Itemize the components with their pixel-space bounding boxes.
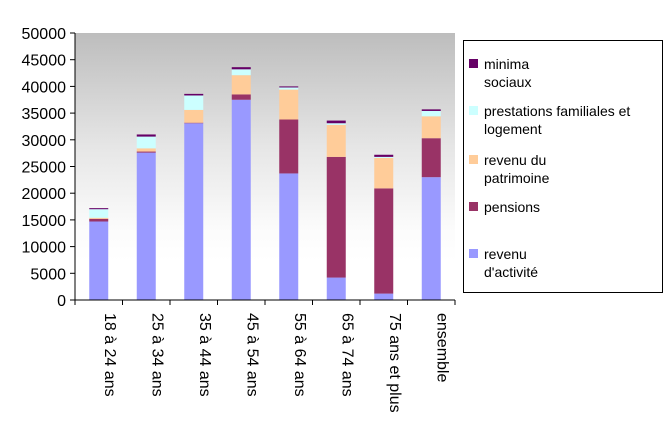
- bar-segment: [279, 87, 299, 90]
- y-tick-label: 0: [57, 293, 66, 310]
- legend-label-line: prestations familiales et: [484, 103, 631, 119]
- bar-segment: [136, 136, 156, 149]
- y-tick-label: 30000: [22, 133, 67, 150]
- bar-segment: [136, 134, 156, 137]
- bar-segment: [326, 156, 346, 278]
- legend-label-pensions: pensions: [484, 198, 660, 216]
- x-tick-label: 25 à 34 ans: [148, 313, 165, 397]
- y-tick-label: 10000: [22, 240, 67, 257]
- bar-segment: [421, 110, 441, 117]
- bar-segment: [184, 123, 204, 300]
- bar-segment: [89, 217, 109, 219]
- y-tick-label: 5000: [30, 266, 66, 283]
- bar-segment: [184, 109, 204, 123]
- bar-segment: [326, 120, 346, 124]
- x-tick-label: ensemble: [433, 313, 450, 382]
- y-tick-label: 35000: [22, 106, 67, 123]
- bar-segment: [231, 69, 251, 76]
- x-tick-label: 45 à 54 ans: [243, 313, 260, 397]
- bar-segment: [231, 75, 251, 95]
- bar-segment: [89, 208, 109, 210]
- bar-segment: [136, 151, 156, 153]
- legend-label-minima-sociaux: minima sociaux: [484, 55, 660, 91]
- legend-label-line: minima: [484, 56, 530, 72]
- y-tick-label: 40000: [22, 79, 67, 96]
- bar-segment: [184, 93, 204, 96]
- y-tick-label: 25000: [22, 160, 67, 177]
- bar-segment: [374, 156, 394, 158]
- bar-segment: [231, 94, 251, 100]
- bar-segment: [89, 218, 109, 222]
- y-tick-label: 20000: [22, 186, 67, 203]
- legend-label-line: sociaux: [484, 74, 532, 90]
- bar-segment: [421, 177, 441, 300]
- bar-segment: [326, 123, 346, 125]
- y-tick-label: 15000: [22, 213, 67, 230]
- plot-background-gradient: [75, 33, 455, 261]
- bar-segment: [136, 148, 156, 152]
- bar-segment: [89, 221, 109, 300]
- x-tick-label: 35 à 44 ans: [196, 313, 213, 397]
- x-axis: 18 à 24 ans 25 à 34 ans 35 à 44 ans 45 à 54…: [74, 299, 456, 413]
- legend-label-revenu-activite: revenu d'activité: [484, 245, 660, 281]
- bars: [89, 67, 441, 300]
- legend-label-line: revenu du: [484, 152, 547, 168]
- legend: minima sociaux prestations familiales et…: [463, 40, 663, 293]
- bar-segment: [421, 138, 441, 178]
- legend-swatch-patrimoine: [469, 155, 478, 164]
- x-tick-label: 65 à 74 ans: [338, 313, 355, 397]
- bar-segment: [136, 152, 156, 300]
- legend-label-line: pensions: [484, 199, 541, 215]
- bar-segment: [326, 277, 346, 300]
- bar-segment: [184, 122, 204, 124]
- legend-label-line: revenu: [484, 246, 527, 262]
- bar-segment: [279, 173, 299, 300]
- y-tick-label: 50000: [22, 26, 67, 43]
- bar-segment: [374, 157, 394, 189]
- legend-swatch-prestations: [469, 106, 478, 115]
- plot-area-background: [75, 33, 455, 261]
- bar-segment: [374, 293, 394, 300]
- bar-segment: [231, 67, 251, 70]
- bar-segment: [279, 119, 299, 174]
- bar-segment: [374, 188, 394, 294]
- legend-label-patrimoine: revenu du patrimoine: [484, 151, 660, 187]
- bar-segment: [374, 154, 394, 157]
- legend-swatch-minima-sociaux: [469, 59, 478, 68]
- x-tick-label: 55 à 64 ans: [291, 313, 308, 397]
- y-tick-label: 45000: [22, 53, 67, 70]
- bar-segment: [279, 89, 299, 120]
- bar-segment: [184, 95, 204, 110]
- legend-label-line: d'activité: [484, 264, 539, 280]
- bar-segment: [421, 109, 441, 111]
- legend-label-prestations: prestations familiales et logement: [484, 102, 660, 138]
- legend-label-line: logement: [484, 121, 542, 137]
- bar-segment: [326, 124, 346, 157]
- bar-segment: [89, 209, 109, 218]
- y-axis: 0 5000 10000 15000 20000 25000 30000 35000 40000…: [22, 26, 76, 310]
- bar-segment: [279, 86, 299, 88]
- x-tick-label: 75 ans et plus: [386, 313, 403, 413]
- bar-segment: [231, 99, 251, 300]
- x-tick-label: 18 à 24 ans: [101, 313, 118, 397]
- bar-segment: [421, 116, 441, 139]
- legend-swatch-pensions: [469, 202, 478, 211]
- legend-label-line: patrimoine: [484, 170, 550, 186]
- legend-swatch-revenu-activite: [469, 249, 478, 258]
